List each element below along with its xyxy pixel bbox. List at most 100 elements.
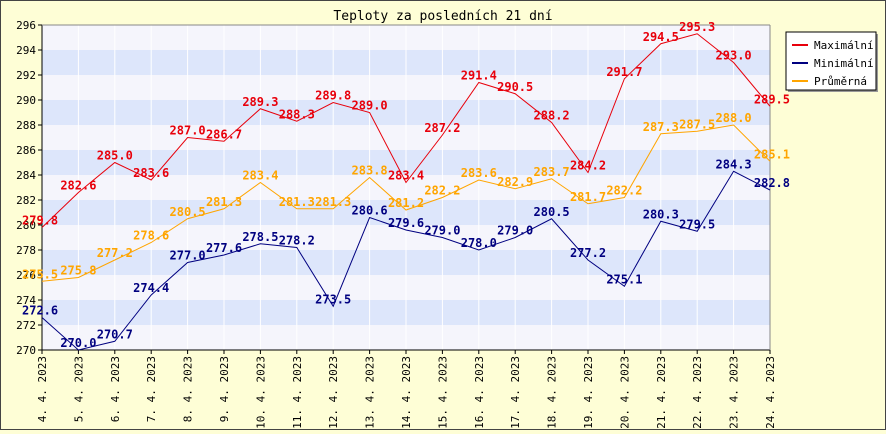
data-label: 290.5 — [497, 80, 533, 94]
x-tick-label: 24. 4. 2023 — [764, 356, 777, 429]
data-label: 284.2 — [570, 159, 606, 173]
data-label: 270.0 — [60, 336, 96, 350]
data-label: 282.2 — [424, 184, 460, 198]
series-line-3 — [41, 124, 771, 282]
chart-title: Teploty za posledních 21 dní — [333, 9, 552, 24]
data-label: 279.0 — [424, 224, 460, 238]
y-tick-label: 274 — [16, 294, 36, 307]
data-label: 275.5 — [22, 267, 58, 281]
y-tick-label: 282 — [16, 194, 36, 207]
series-line-2 — [41, 170, 771, 351]
data-label: 287.0 — [170, 124, 206, 138]
x-tick-label: 15. 4. 2023 — [436, 356, 449, 429]
data-label: 295.3 — [679, 20, 715, 34]
data-label: 289.0 — [352, 99, 388, 113]
data-label: 278.5 — [242, 230, 278, 244]
data-label: 283.6 — [461, 166, 497, 180]
data-label: 294.5 — [643, 30, 679, 44]
x-tick-label: 22. 4. 2023 — [691, 356, 704, 429]
data-label: 277.6 — [206, 241, 242, 255]
data-label: 285.1 — [754, 147, 790, 161]
data-label: 283.8 — [352, 164, 388, 178]
y-tick-label: 292 — [16, 69, 36, 82]
series-line-1 — [41, 33, 771, 228]
data-label: 288.3 — [279, 107, 315, 121]
x-tick-label: 13. 4. 2023 — [364, 356, 377, 429]
x-tick-label: 6. 4. 2023 — [109, 356, 122, 422]
data-label: 286.7 — [206, 127, 242, 141]
data-label: 291.4 — [461, 69, 497, 83]
x-tick-label: 7. 4. 2023 — [145, 356, 158, 422]
data-label: 282.9 — [497, 175, 533, 189]
data-label: 280.3 — [643, 207, 679, 221]
x-tick-label: 8. 4. 2023 — [182, 356, 195, 422]
legend-label: Průměrná — [814, 75, 867, 88]
data-label: 275.8 — [60, 264, 96, 278]
data-label: 291.7 — [606, 65, 642, 79]
data-label: 280.5 — [170, 205, 206, 219]
y-tick-label: 290 — [16, 94, 36, 107]
y-tick-label: 286 — [16, 144, 36, 157]
x-tick-label: 18. 4. 2023 — [546, 356, 559, 429]
data-label: 275.1 — [606, 272, 642, 286]
legend-label: Minimální — [814, 57, 874, 70]
x-tick-label: 23. 4. 2023 — [728, 356, 741, 429]
x-tick-label: 16. 4. 2023 — [473, 356, 486, 429]
x-tick-label: 11. 4. 2023 — [291, 356, 304, 429]
x-tick-label: 21. 4. 2023 — [655, 356, 668, 429]
data-label: 283.7 — [534, 165, 570, 179]
data-label: 285.0 — [97, 149, 133, 163]
x-tick-label: 5. 4. 2023 — [72, 356, 85, 422]
data-label: 277.0 — [170, 249, 206, 263]
data-label: 279.5 — [679, 217, 715, 231]
x-tick-label: 4. 4. 2023 — [36, 356, 49, 422]
data-label: 282.2 — [606, 184, 642, 198]
y-tick-label: 284 — [16, 169, 36, 182]
y-tick-label: 280 — [16, 219, 36, 232]
y-tick-label: 276 — [16, 269, 36, 282]
x-tick-label: 20. 4. 2023 — [618, 356, 631, 429]
y-tick-label: 288 — [16, 119, 36, 132]
data-label: 289.5 — [754, 92, 790, 106]
data-label: 281.3 — [315, 195, 351, 209]
data-label: 288.2 — [534, 109, 570, 123]
data-label: 282.6 — [60, 179, 96, 193]
data-label: 288.0 — [716, 111, 752, 125]
y-tick-label: 270 — [16, 344, 36, 357]
data-label: 277.2 — [570, 246, 606, 260]
data-label: 289.3 — [242, 95, 278, 109]
data-label: 289.8 — [315, 89, 351, 103]
x-tick-label: 19. 4. 2023 — [582, 356, 595, 429]
data-label: 272.6 — [22, 304, 58, 318]
data-label: 293.0 — [716, 49, 752, 63]
data-label: 278.2 — [279, 234, 315, 248]
data-label: 287.2 — [424, 121, 460, 135]
x-tick-label: 12. 4. 2023 — [327, 356, 340, 429]
legend-label: Maximální — [814, 39, 874, 52]
x-tick-label: 14. 4. 2023 — [400, 356, 413, 429]
y-tick-label: 272 — [16, 319, 36, 332]
data-label: 270.7 — [97, 327, 133, 341]
data-label: 281.7 — [570, 190, 606, 204]
x-tick-label: 17. 4. 2023 — [509, 356, 522, 429]
data-label: 279.0 — [497, 224, 533, 238]
x-tick-label: 9. 4. 2023 — [218, 356, 231, 422]
x-tick-label: 10. 4. 2023 — [254, 356, 267, 429]
data-label: 280.5 — [534, 205, 570, 219]
data-label: 280.6 — [352, 204, 388, 218]
data-label: 278.0 — [461, 236, 497, 250]
data-label: 279.6 — [388, 216, 424, 230]
data-label: 279.8 — [22, 214, 58, 228]
y-tick-label: 278 — [16, 244, 36, 257]
data-label: 278.6 — [133, 229, 169, 243]
data-label: 281.2 — [388, 196, 424, 210]
data-label: 281.3 — [279, 195, 315, 209]
data-label: 281.3 — [206, 195, 242, 209]
y-tick-label: 296 — [16, 19, 36, 32]
data-label: 273.5 — [315, 292, 351, 306]
data-label: 283.4 — [242, 169, 278, 183]
data-label: 283.4 — [388, 169, 424, 183]
data-label: 274.4 — [133, 281, 169, 295]
